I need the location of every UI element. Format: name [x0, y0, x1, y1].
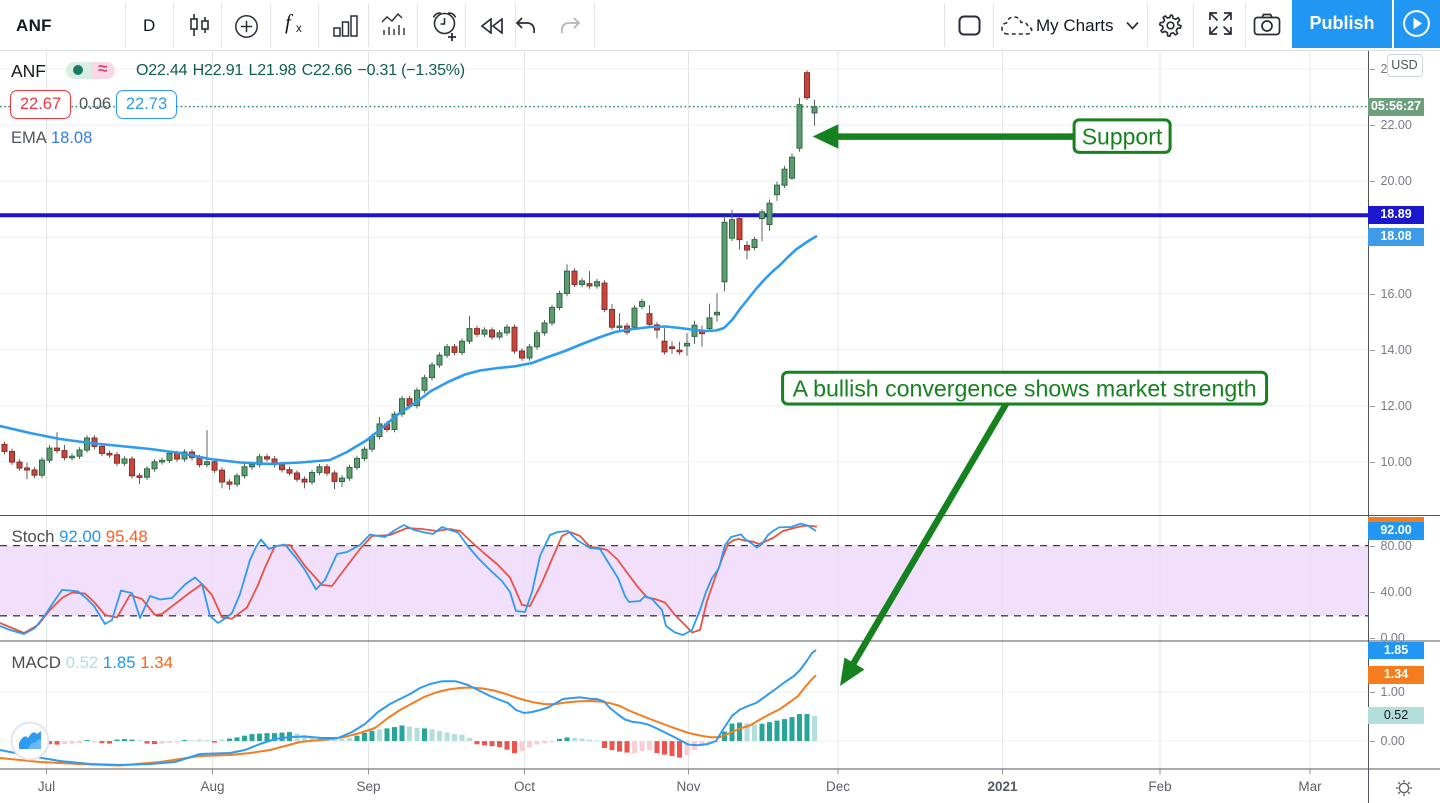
- svg-text:A bullish convergence shows ma: A bullish convergence shows market stren…: [793, 376, 1257, 402]
- svg-text:Support: Support: [1082, 124, 1163, 150]
